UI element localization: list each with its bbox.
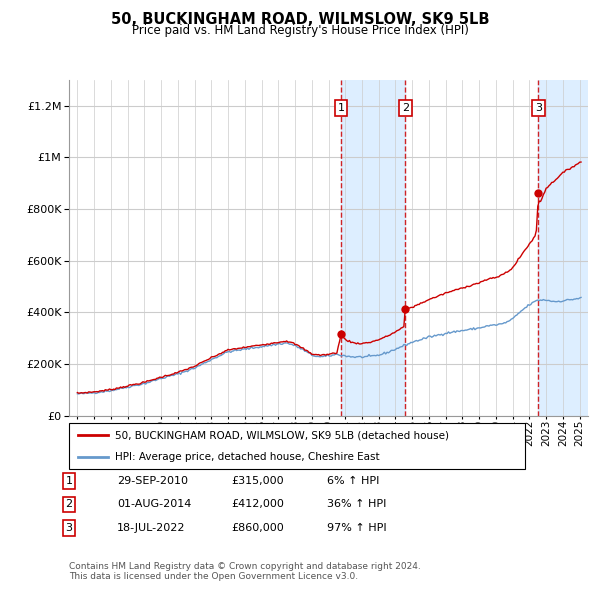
- Text: 36% ↑ HPI: 36% ↑ HPI: [327, 500, 386, 509]
- Text: 97% ↑ HPI: 97% ↑ HPI: [327, 523, 386, 533]
- Text: £315,000: £315,000: [231, 476, 284, 486]
- Text: 1: 1: [338, 103, 344, 113]
- Text: £860,000: £860,000: [231, 523, 284, 533]
- Text: 6% ↑ HPI: 6% ↑ HPI: [327, 476, 379, 486]
- Bar: [538, 80, 588, 416]
- Text: HPI: Average price, detached house, Cheshire East: HPI: Average price, detached house, Ches…: [115, 451, 379, 461]
- Text: 29-SEP-2010: 29-SEP-2010: [117, 476, 188, 486]
- Text: 50, BUCKINGHAM ROAD, WILMSLOW, SK9 5LB (detached house): 50, BUCKINGHAM ROAD, WILMSLOW, SK9 5LB (…: [115, 431, 449, 441]
- Text: 3: 3: [65, 523, 73, 533]
- Text: 1: 1: [65, 476, 73, 486]
- Text: 2: 2: [401, 103, 409, 113]
- Text: 01-AUG-2014: 01-AUG-2014: [117, 500, 191, 509]
- Text: Price paid vs. HM Land Registry's House Price Index (HPI): Price paid vs. HM Land Registry's House …: [131, 24, 469, 37]
- Text: 3: 3: [535, 103, 542, 113]
- Text: This data is licensed under the Open Government Licence v3.0.: This data is licensed under the Open Gov…: [69, 572, 358, 581]
- Text: 2: 2: [65, 500, 73, 509]
- Text: 18-JUL-2022: 18-JUL-2022: [117, 523, 185, 533]
- Bar: [341, 80, 405, 416]
- Text: Contains HM Land Registry data © Crown copyright and database right 2024.: Contains HM Land Registry data © Crown c…: [69, 562, 421, 571]
- Text: £412,000: £412,000: [231, 500, 284, 509]
- Text: 50, BUCKINGHAM ROAD, WILMSLOW, SK9 5LB: 50, BUCKINGHAM ROAD, WILMSLOW, SK9 5LB: [111, 12, 489, 27]
